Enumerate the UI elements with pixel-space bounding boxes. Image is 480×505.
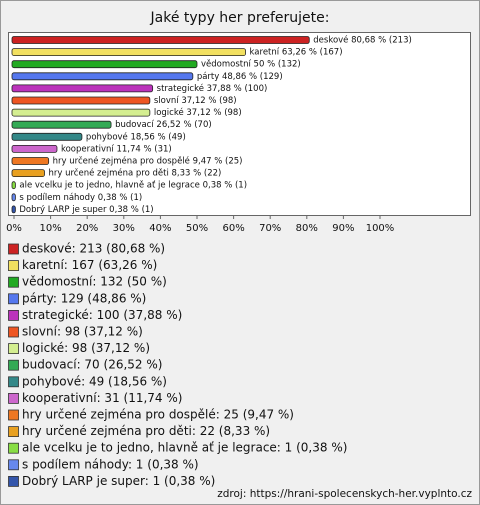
legend-label: s podílem náhody: 1 (0,38 %) xyxy=(22,457,199,471)
legend-swatch xyxy=(8,376,19,388)
legend-swatch xyxy=(8,260,19,272)
data-label: karetní 63,26 % (167) xyxy=(250,48,343,58)
legend-label: karetní: 167 (63,26 %) xyxy=(22,258,157,272)
legend-label: logické: 98 (37,12 %) xyxy=(22,341,150,355)
x-tick-label: 80% xyxy=(296,223,318,234)
bar xyxy=(11,169,45,178)
x-tick-label: 50% xyxy=(186,223,208,234)
data-label: hry určené zejména pro dospělé 9,47 % (2… xyxy=(53,156,243,167)
x-tick-label: 60% xyxy=(222,223,244,234)
legend-label: strategické: 100 (37,88 %) xyxy=(22,308,182,322)
legend-label: vědomostní: 132 (50 %) xyxy=(22,275,167,289)
bar xyxy=(11,205,16,214)
x-tick-label: 40% xyxy=(149,223,171,234)
legend-swatch xyxy=(8,293,19,305)
chart-title: Jaké typy her preferujete: xyxy=(150,10,330,26)
bar xyxy=(11,157,50,165)
data-label: budovací 26,52 % (70) xyxy=(115,120,212,130)
legend-label: budovací: 70 (26,52 %) xyxy=(22,358,162,372)
data-label: kooperativní 11,74 % (31) xyxy=(61,144,172,154)
data-label: strategické 37,88 % (100) xyxy=(157,83,268,94)
bar xyxy=(11,108,151,117)
legend-label: ale vcelku je to jedno, hlavně ať je leg… xyxy=(22,441,347,455)
x-tick-label: 0% xyxy=(6,223,22,234)
bar xyxy=(11,48,246,56)
data-label: s podílem náhody 0,38 % (1) xyxy=(19,193,142,203)
legend-label: hry určené zejména pro děti: 22 (8,33 %) xyxy=(22,424,270,438)
bar xyxy=(11,181,16,190)
bar xyxy=(11,144,58,153)
bar xyxy=(11,84,154,93)
x-tick-label: 100% xyxy=(366,223,395,234)
x-tick-label: 90% xyxy=(332,223,354,234)
legend-swatch xyxy=(8,243,19,255)
bar xyxy=(11,60,198,69)
legend-swatch xyxy=(8,276,19,288)
legend-swatch xyxy=(8,426,19,438)
legend-swatch xyxy=(8,343,19,355)
data-label: pohybové 18,56 % (49) xyxy=(86,131,186,142)
legend-label: párty: 129 (48,86 %) xyxy=(22,291,146,305)
legend-swatch xyxy=(8,442,19,454)
data-label: párty 48,86 % (129) xyxy=(197,72,283,82)
bar xyxy=(11,36,310,44)
source: zdroj: https://hrani-spolecenskych-her.v… xyxy=(217,488,472,500)
data-label: ale vcelku je to jedno, hlavně ať je leg… xyxy=(19,181,247,191)
bar xyxy=(11,120,112,129)
bar xyxy=(11,132,83,141)
x-tick-label: 20% xyxy=(76,223,98,234)
legend-label: kooperativní: 31 (11,74 %) xyxy=(22,391,182,405)
bar xyxy=(11,96,151,105)
legend-label: pohybové: 49 (18,56 %) xyxy=(22,374,167,388)
legend-swatch xyxy=(8,459,19,471)
x-tick-label: 70% xyxy=(259,223,281,234)
legend-label: slovní: 98 (37,12 %) xyxy=(22,325,143,339)
data-label: logické 37,12 % (98) xyxy=(154,107,242,118)
legend-swatch xyxy=(8,309,19,321)
data-label: Dobrý LARP je super 0,38 % (1) xyxy=(19,205,153,215)
data-label: slovní 37,12 % (98) xyxy=(154,96,237,106)
legend-label: hry určené zejména pro dospělé: 25 (9,47… xyxy=(22,408,294,422)
x-tick-label: 30% xyxy=(113,223,135,234)
legend-swatch xyxy=(8,392,19,404)
bar xyxy=(11,193,16,202)
legend-swatch xyxy=(8,359,19,371)
legend-label: Dobrý LARP je super: 1 (0,38 %) xyxy=(22,474,215,488)
bar xyxy=(11,72,194,81)
legend-swatch xyxy=(8,475,19,487)
data-label: hry určené zejména pro děti 8,33 % (22) xyxy=(48,168,221,179)
data-label: deskové 80,68 % (213) xyxy=(313,35,412,46)
legend-swatch xyxy=(8,326,19,338)
data-label: vědomostní 50 % (132) xyxy=(201,60,301,70)
x-tick-label: 10% xyxy=(39,223,61,234)
legend-label: deskové: 213 (80,68 %) xyxy=(22,242,165,256)
legend-swatch xyxy=(8,409,19,421)
